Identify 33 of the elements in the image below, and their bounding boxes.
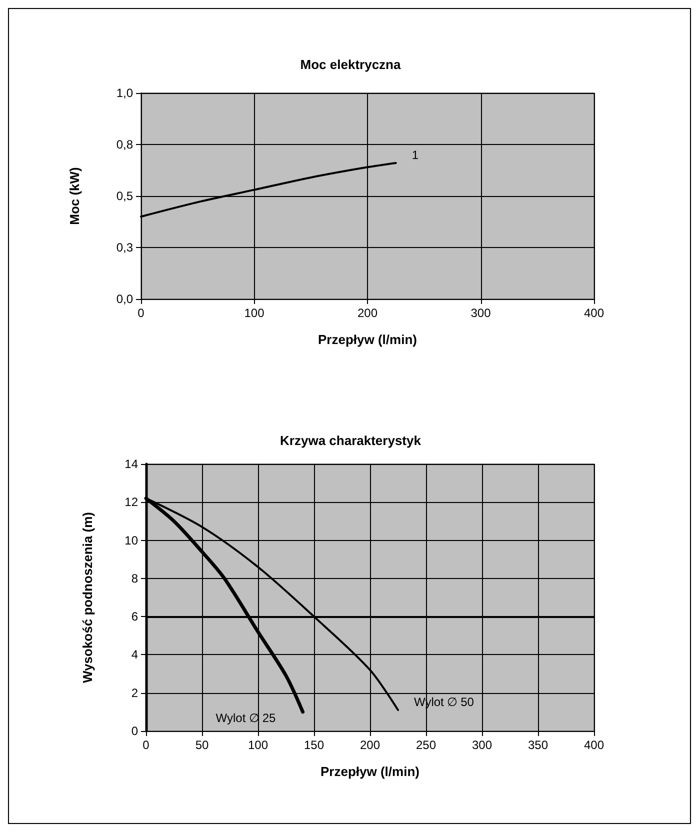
chart-title: Moc elektryczna: [300, 57, 402, 72]
x-tick-label: 100: [248, 738, 268, 752]
y-tick-label: 2: [131, 686, 138, 700]
y-tick-label: 0: [131, 724, 138, 738]
x-tick-label: 400: [584, 738, 604, 752]
y-tick-label: 0,3: [116, 240, 134, 254]
x-axis-title: Przepływ (l/min): [320, 764, 420, 779]
y-tick-label: 0,8: [116, 138, 134, 152]
x-tick-label: 150: [304, 738, 324, 752]
chart-title: Krzywa charakterystyk: [280, 433, 422, 448]
x-tick-label: 200: [360, 738, 380, 752]
y-tick-label: 14: [124, 457, 138, 471]
x-tick-label: 250: [416, 738, 436, 752]
x-tick-label: 350: [528, 738, 548, 752]
x-tick-label: 400: [584, 306, 604, 320]
y-tick-label: 10: [124, 533, 138, 548]
y-tick-label: 0,0: [116, 292, 134, 306]
series-label: 1: [412, 148, 419, 162]
x-axis-title: Przepływ (l/min): [318, 332, 417, 347]
x-tick-label: 0: [142, 738, 150, 752]
x-tick-label: 300: [472, 738, 492, 752]
y-tick-label: 4: [131, 648, 138, 662]
y-axis-title: Moc (kW): [67, 167, 82, 225]
y-tick-label: 12: [124, 495, 138, 510]
x-tick-label: 200: [357, 306, 378, 320]
y-axis-title: Wysokość podnoszenia (m): [80, 512, 95, 683]
x-tick-label: 300: [470, 306, 492, 320]
x-tick-label: 50: [195, 738, 209, 752]
y-tick-label: 8: [131, 571, 138, 586]
y-tick-label: 0,5: [116, 189, 134, 203]
x-tick-label: 100: [244, 306, 265, 320]
y-tick-label: 1,0: [116, 86, 134, 100]
y-tick-label: 6: [131, 610, 138, 624]
